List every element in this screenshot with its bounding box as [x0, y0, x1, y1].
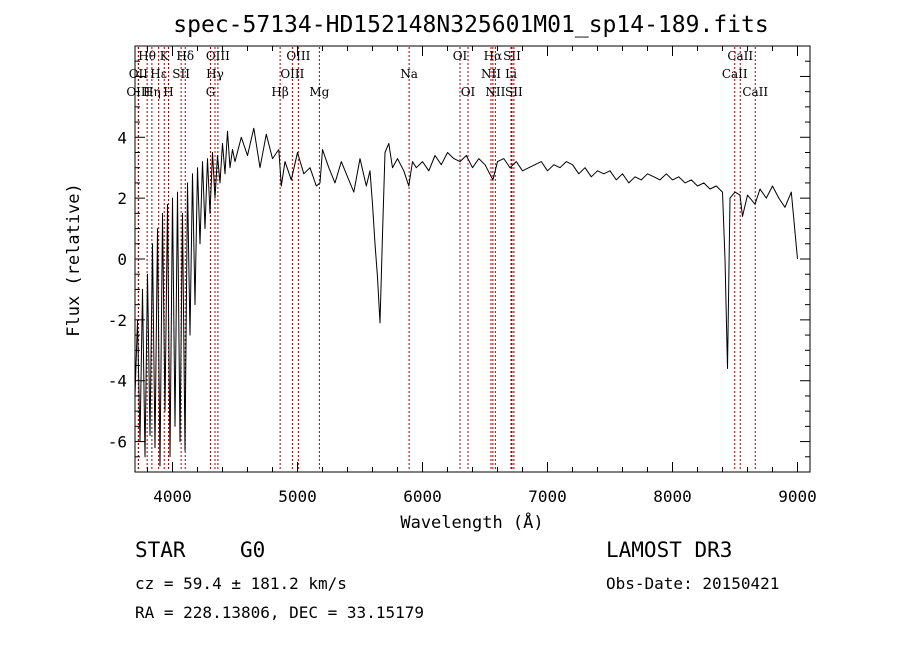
x-axis-label: Wavelength (Å)	[400, 511, 543, 533]
x-tick-label: 7000	[528, 487, 567, 506]
line-label-10: Hγ	[206, 67, 224, 81]
redshift-cz: cz = 59.4 ± 181.2 km/s	[135, 574, 347, 593]
plot-frame	[134, 45, 811, 473]
line-label-22: SII	[503, 49, 521, 63]
y-tick-label: -4	[108, 372, 127, 391]
y-axis: -6 -4 -2 0 2 4	[108, 60, 810, 458]
line-label-3: K	[160, 49, 170, 63]
line-label-9: OIII	[206, 49, 230, 63]
x-tick-label: 9000	[778, 487, 817, 506]
survey-name: LAMOST DR3	[606, 538, 733, 562]
x-tick-label: 4000	[153, 487, 192, 506]
y-tick-label: 2	[117, 189, 127, 208]
x-tick-label: 6000	[403, 487, 442, 506]
spectrum-series	[134, 127, 798, 467]
line-label-1: OII	[129, 67, 149, 81]
y-tick-label: -6	[108, 433, 127, 452]
line-label-19: Hα	[484, 49, 503, 63]
x-tick-label: 8000	[653, 487, 692, 506]
line-label-27: CaII	[742, 85, 768, 99]
line-label-12: Hβ	[271, 85, 288, 99]
line-label-15: Mg	[309, 85, 329, 99]
y-axis-label: Flux (relative)	[64, 183, 84, 337]
line-label-5: Hη	[143, 85, 161, 99]
object-class: STAR	[135, 538, 186, 562]
object-subclass: G0	[240, 538, 266, 562]
line-label-18: OI	[461, 85, 476, 99]
line-label-16: Na	[400, 67, 418, 81]
line-label-24: SII	[505, 85, 523, 99]
line-label-8: Hδ	[176, 49, 194, 63]
x-tick-label: 5000	[278, 487, 317, 506]
coordinates: RA = 228.13806, DEC = 33.15179	[135, 603, 424, 622]
line-label-7: SII	[172, 67, 190, 81]
line-label-26: CaII	[722, 67, 748, 81]
line-label-11: G	[206, 85, 216, 99]
line-label-23: Li	[505, 67, 517, 81]
line-label-4: Hε	[150, 67, 167, 81]
line-label-14: OIII	[280, 67, 304, 81]
line-label-0: Hθ	[138, 49, 156, 63]
chart-title: spec-57134-HD152148N325601M01_sp14-189.f…	[173, 12, 768, 38]
y-tick-label: 0	[117, 250, 127, 269]
spectrum-line	[134, 127, 798, 467]
line-label-6: H	[163, 85, 173, 99]
x-axis: 4000 5000 6000 7000 8000 9000	[147, 46, 817, 506]
line-label-17: OI	[453, 49, 468, 63]
line-label-13: OIII	[286, 49, 310, 63]
line-label-20: NII	[481, 67, 501, 81]
obs-date: Obs-Date: 20150421	[606, 574, 780, 593]
line-label-25: CaII	[727, 49, 753, 63]
y-tick-label: -2	[108, 311, 127, 330]
y-tick-label: 4	[117, 128, 127, 147]
line-label-21: NII	[485, 85, 505, 99]
